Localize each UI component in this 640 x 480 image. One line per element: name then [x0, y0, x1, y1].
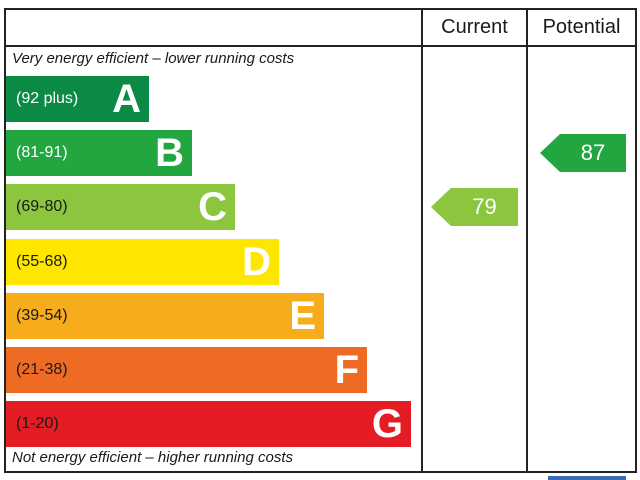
band-a: (92 plus) A [6, 76, 149, 122]
band-range: (21-38) [16, 361, 68, 378]
band-letter: F [334, 348, 359, 392]
band-letter: G [371, 402, 403, 447]
band-d: (55-68) D [6, 238, 279, 285]
potential-arrow-shape [540, 134, 626, 173]
current-arrow-shape [431, 188, 518, 227]
band-range: (81-91) [16, 144, 68, 162]
bottom-blue-mark [548, 476, 626, 480]
potential-rating-arrow: 87 [540, 134, 626, 173]
footer-rule [4, 471, 637, 473]
band-b: (81-91) B [6, 130, 192, 177]
potential-arrow-polygon [540, 134, 626, 173]
potential-rating-value: 87 [580, 140, 606, 166]
band-range: (39-54) [16, 306, 68, 324]
header-rule [4, 45, 637, 47]
band-letter: C [198, 185, 227, 230]
band-g: (1-20) G [6, 401, 411, 448]
current-rating-arrow: 79 [431, 188, 518, 227]
bottom-edge [0, 473, 640, 480]
band-letter: D [242, 239, 271, 284]
divider-current [421, 8, 423, 473]
band-range: (92 plus) [16, 90, 79, 107]
top-note: Very energy efficient – lower running co… [12, 50, 295, 67]
column-header-potential: Potential [542, 16, 621, 38]
band-f: (21-38) F [6, 347, 367, 393]
band-letter: B [155, 131, 184, 176]
band-range: (55-68) [16, 252, 68, 270]
band-c: (69-80) C [6, 184, 235, 231]
band-letter: E [289, 293, 316, 338]
bottom-note: Not energy efficient – higher running co… [12, 449, 293, 466]
column-header-current: Current [441, 16, 508, 38]
band-letter: A [112, 77, 141, 121]
current-arrow-polygon [431, 188, 518, 227]
band-range: (69-80) [16, 198, 68, 216]
band-e: (39-54) E [6, 292, 324, 339]
current-rating-value: 79 [472, 194, 497, 220]
divider-potential [526, 8, 528, 473]
band-range: (1-20) [16, 415, 59, 433]
